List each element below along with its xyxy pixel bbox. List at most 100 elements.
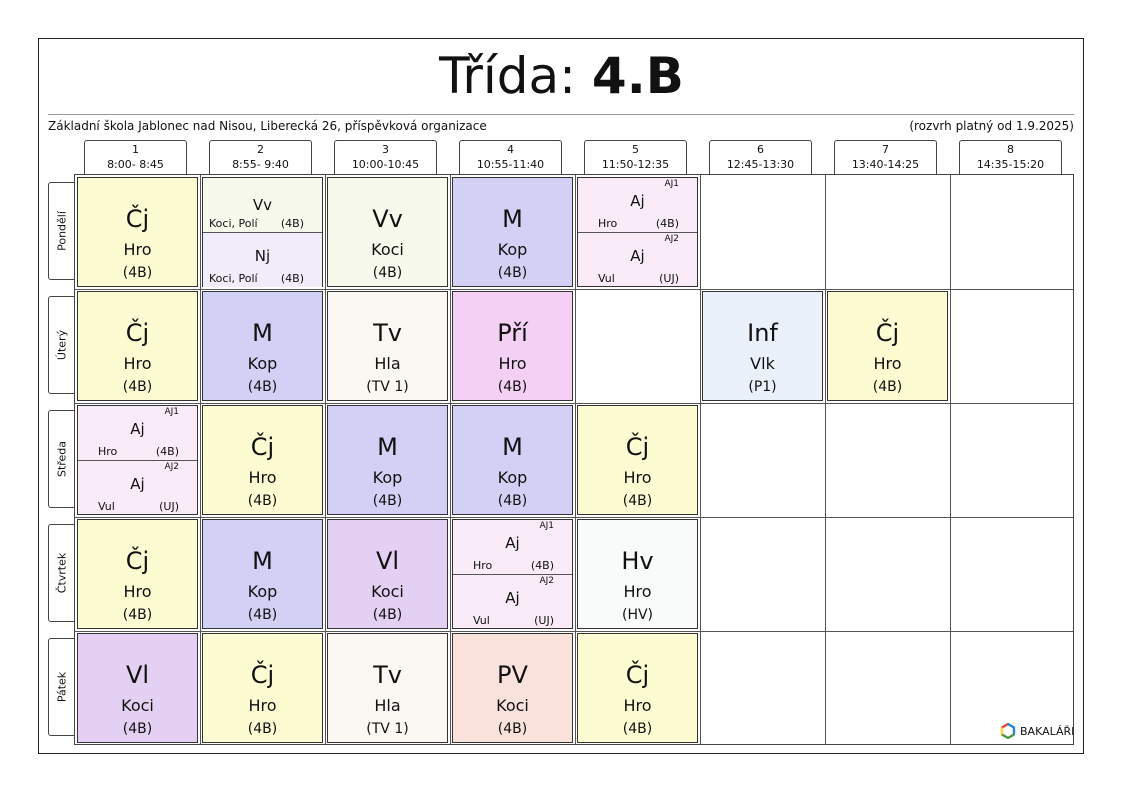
lesson-cell[interactable]: M Kop (4B)	[202, 519, 323, 629]
lesson-teacher: Vul	[473, 614, 490, 627]
day-name: Úterý	[55, 329, 68, 361]
lesson-room: (4B)	[247, 493, 278, 509]
lesson-teacher: Vul	[98, 500, 115, 513]
lesson-teacher: Kop	[497, 468, 528, 487]
title-prefix: Třída:	[439, 47, 592, 105]
grid-line	[825, 175, 826, 744]
lesson-cell[interactable]: Hv Hro (HV)	[577, 519, 698, 629]
lesson-teacher: Hro	[123, 582, 152, 601]
lesson-room: (4B)	[247, 379, 278, 395]
period-number: 5	[632, 143, 639, 156]
lesson-subject: Vv	[372, 205, 403, 233]
group-label: AJ2	[664, 234, 679, 244]
day-label-tuesday: Úterý	[48, 296, 74, 394]
lesson-cell[interactable]: M Kop (4B)	[452, 177, 573, 287]
lesson-cell[interactable]: Čj Hro (4B)	[202, 633, 323, 743]
lesson-teacher: Hro	[623, 696, 652, 715]
lesson-cell[interactable]: Tv Hla (TV 1)	[327, 291, 448, 401]
page-title: Třída: 4.B	[0, 46, 1123, 106]
lesson-teacher: Koci, Polí	[209, 217, 258, 230]
lesson-teacher: Hro	[623, 468, 652, 487]
lesson-room: (4B)	[872, 379, 903, 395]
lesson-half-top: AJ1 Aj Hro (4B)	[453, 520, 572, 574]
lesson-room: (4B)	[247, 721, 278, 737]
day-label-monday: Pondělí	[48, 182, 74, 280]
lesson-room: (4B)	[122, 721, 153, 737]
period-time: 11:50-12:35	[601, 158, 670, 171]
period-time: 8:00- 8:45	[107, 158, 164, 171]
lesson-subject: Aj	[130, 475, 145, 493]
lesson-room: (4B)	[497, 493, 528, 509]
lesson-cell[interactable]: Čj Hro (4B)	[577, 405, 698, 515]
lesson-half-bottom: Nj Koci, Polí (4B)	[203, 232, 322, 287]
lesson-cell[interactable]: Vl Koci (4B)	[77, 633, 198, 743]
lesson-subject: Inf	[747, 319, 778, 347]
grid-line	[200, 175, 201, 744]
lesson-teacher: Hro	[123, 354, 152, 373]
lesson-teacher: Koci	[496, 696, 529, 715]
lesson-teacher: Hro	[98, 445, 118, 458]
lesson-teacher: Kop	[247, 354, 278, 373]
lesson-room: (4B)	[655, 217, 679, 230]
grid-line	[75, 517, 1073, 518]
lesson-cell[interactable]: Čj Hro (4B)	[202, 405, 323, 515]
lesson-half-bottom: AJ2 Aj Vul (UJ)	[78, 460, 197, 515]
lesson-subject: Čj	[875, 319, 900, 347]
day-label-thursday: Čtvrtek	[48, 524, 74, 622]
lesson-cell[interactable]: Čj Hro (4B)	[77, 177, 198, 287]
lesson-cell[interactable]: Vv Koci (4B)	[327, 177, 448, 287]
lesson-cell[interactable]: Čj Hro (4B)	[77, 291, 198, 401]
lesson-teacher: Kop	[372, 468, 403, 487]
lesson-cell[interactable]: Inf Vlk (P1)	[702, 291, 823, 401]
group-label: AJ1	[664, 179, 679, 189]
split-lesson-cell[interactable]: AJ1 Aj Hro (4B) AJ2 Aj Vul (UJ)	[77, 405, 198, 515]
lesson-cell[interactable]: Vl Koci (4B)	[327, 519, 448, 629]
lesson-teacher: Koci	[121, 696, 154, 715]
lesson-teacher: Hro	[248, 468, 277, 487]
period-number: 6	[757, 143, 764, 156]
lesson-cell[interactable]: Tv Hla (TV 1)	[327, 633, 448, 743]
lesson-subject: Čj	[125, 205, 150, 233]
lesson-room: (4B)	[372, 493, 403, 509]
validity-note: (rozvrh platný od 1.9.2025)	[909, 119, 1074, 133]
lesson-subject: Čj	[125, 319, 150, 347]
group-label: AJ2	[164, 462, 179, 472]
grid-line	[700, 175, 701, 744]
lesson-room: (4B)	[497, 721, 528, 737]
lesson-subject: Pří	[497, 319, 528, 347]
lesson-cell[interactable]: PV Koci (4B)	[452, 633, 573, 743]
lesson-cell[interactable]: Čj Hro (4B)	[827, 291, 948, 401]
period-header-8: 8 14:35-15:20	[959, 140, 1062, 174]
lesson-subject: Čj	[625, 433, 650, 461]
lesson-cell[interactable]: Čj Hro (4B)	[577, 633, 698, 743]
day-name: Čtvrtek	[55, 552, 68, 594]
lesson-subject: M	[502, 433, 523, 461]
split-lesson-cell[interactable]: Vv Koci, Polí (4B) Nj Koci, Polí (4B)	[202, 177, 323, 287]
period-header-7: 7 13:40-14:25	[834, 140, 937, 174]
lesson-cell[interactable]: Pří Hro (4B)	[452, 291, 573, 401]
lesson-cell[interactable]: Čj Hro (4B)	[77, 519, 198, 629]
lesson-room: (4B)	[247, 607, 278, 623]
lesson-room: (4B)	[122, 265, 153, 281]
timetable-frame	[38, 38, 1084, 754]
lesson-teacher: Hro	[498, 354, 527, 373]
lesson-teacher: Hla	[374, 354, 401, 373]
period-time: 10:00-10:45	[351, 158, 420, 171]
grid-line	[950, 175, 951, 744]
lesson-room: (4B)	[622, 721, 653, 737]
lesson-cell[interactable]: M Kop (4B)	[327, 405, 448, 515]
lesson-room: (UJ)	[659, 272, 679, 285]
class-name: 4.B	[591, 47, 684, 105]
lesson-half-bottom: AJ2 Aj Vul (UJ)	[453, 574, 572, 629]
lesson-subject: Aj	[630, 192, 645, 210]
period-number: 3	[382, 143, 389, 156]
day-label-friday: Pátek	[48, 638, 74, 736]
lesson-subject: Vv	[252, 196, 273, 214]
lesson-room: (UJ)	[159, 500, 179, 513]
lesson-cell[interactable]: M Kop (4B)	[452, 405, 573, 515]
split-lesson-cell[interactable]: AJ1 Aj Hro (4B) AJ2 Aj Vul (UJ)	[452, 519, 573, 629]
lesson-subject: Aj	[130, 420, 145, 438]
split-lesson-cell[interactable]: AJ1 Aj Hro (4B) AJ2 Aj Vul (UJ)	[577, 177, 698, 287]
period-number: 2	[257, 143, 264, 156]
lesson-cell[interactable]: M Kop (4B)	[202, 291, 323, 401]
